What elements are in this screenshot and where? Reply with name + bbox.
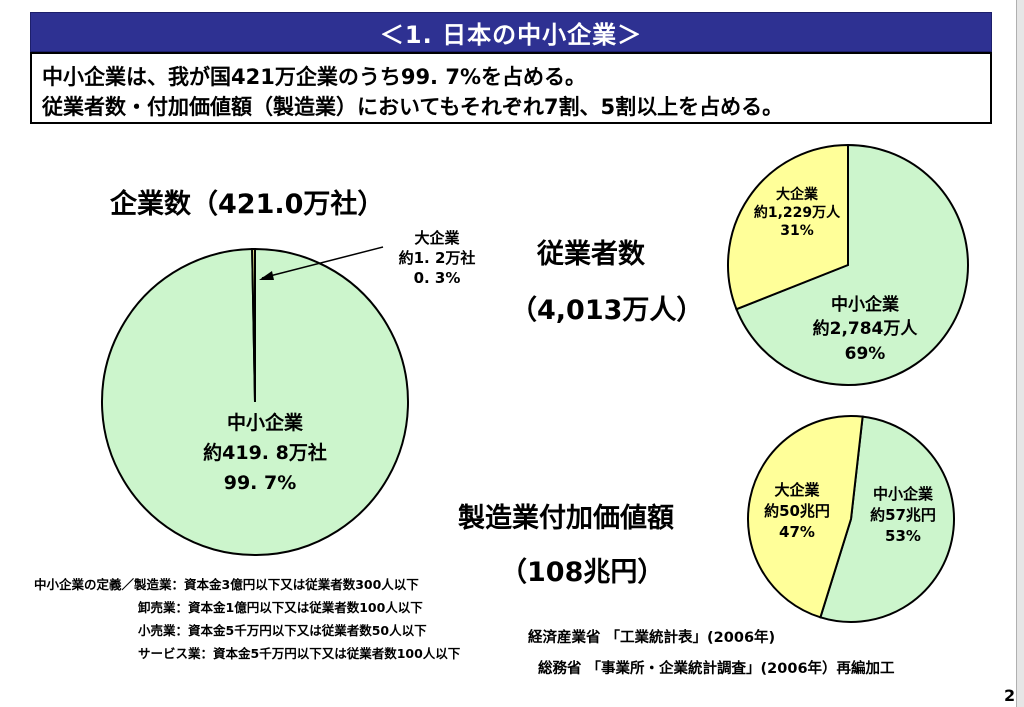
pie-value-added: 大企業 約50兆円 47% 中小企業 約57兆円 53%: [747, 415, 955, 623]
sme-definition-notes: 中小企業の定義／製造業：資本金3億円以下又は従業者数300人以下 卸売業：資本金…: [34, 573, 460, 665]
employees-heading: 従業者数: [537, 239, 645, 270]
companies-sme-percent: 99. 7%: [224, 472, 297, 494]
pie-employees-slice-large: [727, 143, 849, 311]
page-number: 2: [1004, 686, 1016, 705]
note-manufacturing: 中小企業の定義／製造業：資本金3億円以下又は従業者数300人以下: [34, 577, 419, 592]
window-edge: [1016, 0, 1024, 707]
value-added-total: （108兆円）: [500, 557, 665, 588]
pie-employees-slice-sme: [735, 143, 969, 386]
value-added-heading: 製造業付加価値額: [458, 503, 674, 534]
companies-sme-amount: 約419. 8万社: [203, 441, 327, 464]
employees-sme-amount: 約2,784万人: [813, 318, 919, 339]
employees-large-amount: 約1,229万人: [754, 204, 841, 221]
pie-value-added-slice-sme: [819, 415, 955, 623]
value-added-large-amount: 約50兆円: [764, 502, 830, 520]
companies-sme-label: 中小企業: [227, 411, 304, 434]
note-wholesale: 卸売業：資本金1億円以下又は従業者数100人以下: [138, 600, 423, 615]
pie-employees: 大企業 約1,229万人 31% 中小企業 約2,784万人 69%: [727, 143, 969, 386]
note-retail: 小売業：資本金5千万円以下又は従業者数50人以下: [138, 623, 427, 638]
employees-sme-label: 中小企業: [831, 294, 899, 315]
value-added-sme-percent: 53%: [885, 527, 921, 545]
employees-large-percent: 31%: [780, 223, 814, 239]
employees-total: （4,013万人）: [510, 295, 704, 326]
value-added-large-percent: 47%: [779, 523, 815, 541]
summary-line-2: 従業者数・付加価値額（製造業）においてもそれぞれ7割、5割以上を占める。: [42, 95, 784, 119]
value-added-sme-label: 中小企業: [873, 485, 934, 503]
pie-value-added-slice-large: [747, 415, 864, 619]
summary-box: 中小企業は、我が国421万企業のうち99. 7%を占める。 従業者数・付加価値額…: [30, 52, 992, 124]
callout-arrowhead: [259, 271, 274, 280]
companies-large-amount: 約1. 2万社: [399, 249, 476, 267]
employees-large-label: 大企業: [776, 186, 819, 203]
pie-companies: 大企業 約1. 2万社 0. 3% 中小企業 約419. 8万社 99. 7%: [100, 229, 476, 556]
value-added-large-label: 大企業: [774, 481, 820, 499]
note-services: サービス業：資本金5千万円以下又は従業者数100人以下: [138, 646, 461, 661]
companies-large-percent: 0. 3%: [414, 269, 461, 287]
value-added-sme-amount: 約57兆円: [870, 506, 936, 524]
slide-title: ＜1. 日本の中小企業＞: [30, 12, 992, 52]
callout-line: [261, 246, 384, 279]
companies-heading: 企業数（421.0万社）: [110, 189, 385, 220]
summary-line-1: 中小企業は、我が国421万企業のうち99. 7%を占める。: [42, 65, 586, 89]
source-line-2: 総務省 「事業所・企業統計調査」(2006年）再編加工: [538, 661, 895, 677]
employees-sme-percent: 69%: [845, 344, 886, 364]
source-line-1: 経済産業省 「工業統計表」(2006年): [528, 630, 776, 646]
companies-large-label: 大企業: [414, 229, 460, 247]
